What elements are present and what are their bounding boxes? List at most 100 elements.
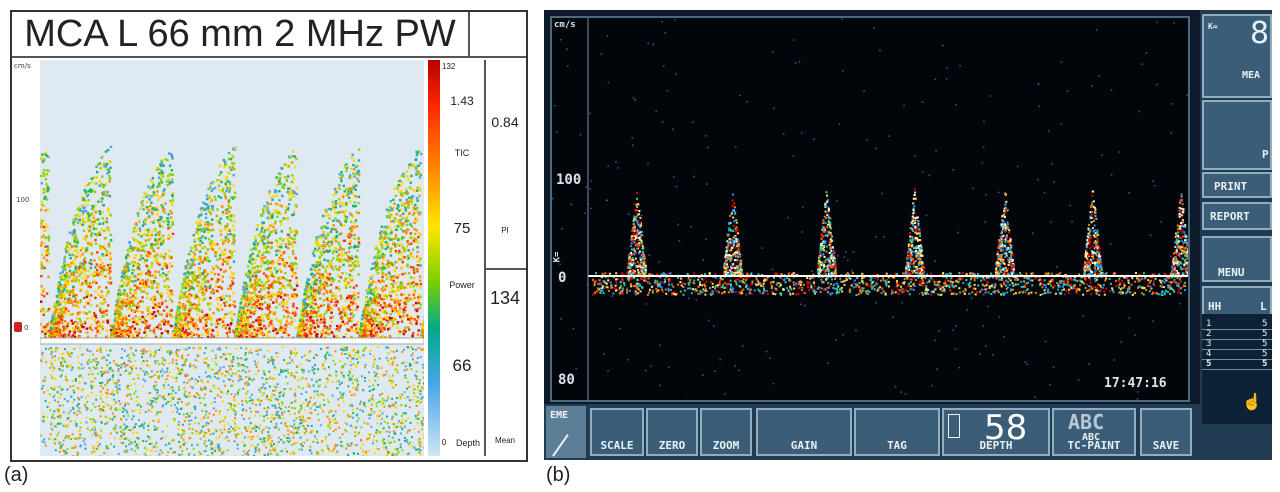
spectrum-speckle	[210, 333, 213, 336]
spectrum-speckle	[113, 327, 116, 330]
spectrum-speckle	[347, 260, 350, 263]
spectrum-speckle	[63, 264, 66, 267]
spectrum-speckle	[361, 329, 364, 333]
spectrum-speckle	[258, 319, 261, 322]
spectrum-speckle	[403, 303, 406, 306]
spectrum-speckle	[266, 303, 270, 307]
spectrum-speckle	[44, 332, 47, 336]
spectrum-speckle	[79, 266, 83, 269]
spectrum-speckle	[382, 317, 386, 321]
spectrum-speckle	[323, 258, 326, 261]
spectrum-speckle	[53, 316, 56, 319]
spectrum-speckle	[344, 163, 347, 167]
spectrum-speckle	[328, 217, 331, 220]
spectrum-speckle	[419, 282, 423, 286]
spectrum-speckle	[44, 245, 47, 248]
spectrum-speckle	[259, 235, 262, 238]
spectrum-speckle	[263, 246, 266, 249]
spectrum-speckle	[396, 326, 399, 329]
spectrum-speckle	[203, 322, 207, 325]
spectrum-speckle	[137, 214, 140, 217]
spectrum-speckle	[240, 319, 243, 322]
spectrum-speckle	[197, 280, 201, 284]
spectrum-speckle	[346, 296, 349, 300]
spectrum-speckle	[204, 202, 207, 206]
spectrum-speckle	[99, 258, 102, 261]
spectrum-speckle	[216, 322, 219, 325]
spectrum-speckle	[235, 332, 239, 336]
spectrum-speckle	[175, 322, 178, 325]
spectrum-speckle	[60, 318, 64, 322]
spectrum-speckle	[160, 161, 164, 164]
spectrum-speckle	[56, 318, 59, 322]
spectrum-speckle	[229, 188, 232, 191]
spectrum-speckle	[90, 328, 94, 332]
spectrum-speckle	[263, 237, 266, 241]
spectrum-speckle	[350, 234, 353, 237]
spectrum-speckle	[151, 176, 155, 180]
spectrum-speckle	[345, 272, 348, 275]
spectrum-speckle	[407, 249, 410, 252]
spectrum-speckle	[218, 278, 221, 281]
spectrum-speckle	[374, 326, 377, 329]
spectrum-speckle	[218, 173, 221, 177]
spectrum-speckle	[157, 270, 160, 274]
spectrum-speckle	[155, 259, 159, 262]
spectrum-speckle	[59, 315, 62, 319]
spectrum-speckle	[159, 327, 162, 330]
spectrum-speckle	[135, 263, 139, 266]
spectrum-speckle	[141, 300, 144, 303]
spectrum-speckle	[302, 323, 306, 326]
spectrum-speckle	[285, 320, 289, 323]
spectrum-speckle	[228, 312, 231, 315]
spectrum-speckle	[413, 296, 416, 299]
spectrum-speckle	[96, 320, 100, 323]
spectrum-speckle	[40, 267, 43, 270]
spectrum-speckle	[62, 335, 65, 338]
spectrum-speckle	[127, 281, 130, 285]
spectrum-speckle	[344, 210, 347, 213]
spectrum-speckle	[221, 294, 224, 297]
spectrum-speckle	[252, 273, 255, 276]
spectrum-speckle	[144, 327, 147, 330]
spectrum-speckle	[366, 324, 369, 327]
spectrum-speckle	[387, 236, 390, 240]
spectrum-speckle	[369, 291, 372, 294]
spectrum-speckle	[138, 309, 141, 313]
spectrum-speckle	[279, 237, 282, 240]
spectrum-speckle	[377, 313, 380, 316]
spectrum-speckle	[311, 298, 314, 301]
spectrum-speckle	[171, 173, 174, 176]
spectrum-speckle	[270, 212, 273, 215]
spectrum-speckle	[352, 163, 355, 167]
spectrum-speckle	[125, 267, 128, 270]
spectrum-speckle	[84, 247, 87, 250]
spectrum-speckle	[136, 306, 139, 309]
spectrum-speckle	[149, 204, 152, 208]
spectrum-speckle	[397, 225, 400, 228]
spectrum-speckle	[314, 289, 317, 292]
spectrum-speckle	[408, 293, 411, 297]
spectrum-speckle	[406, 175, 409, 178]
spectrum-speckle	[52, 318, 55, 321]
spectrum-speckle	[184, 284, 188, 287]
spectrum-speckle	[204, 329, 207, 332]
spectrum-speckle	[187, 320, 190, 324]
spectrum-speckle	[238, 310, 241, 314]
spectrum-speckle	[195, 227, 199, 231]
spectrum-speckle	[399, 221, 402, 225]
spectrum-speckle	[47, 235, 51, 238]
spectrum-speckle	[317, 287, 321, 291]
spectrum-speckle	[151, 312, 154, 316]
spectrum-speckle	[282, 305, 285, 308]
spectrum-speckle	[283, 185, 286, 188]
spectrum-speckle	[353, 226, 356, 230]
spectrum-speckle	[308, 278, 311, 282]
spectrum-speckle	[339, 276, 343, 279]
spectrum-speckle	[315, 238, 318, 241]
spectrum-speckle	[184, 318, 187, 322]
spectrum-speckle	[419, 233, 422, 237]
spectrum-speckle	[375, 269, 378, 272]
spectrum-speckle	[294, 204, 297, 207]
spectrum-speckle	[385, 319, 389, 322]
